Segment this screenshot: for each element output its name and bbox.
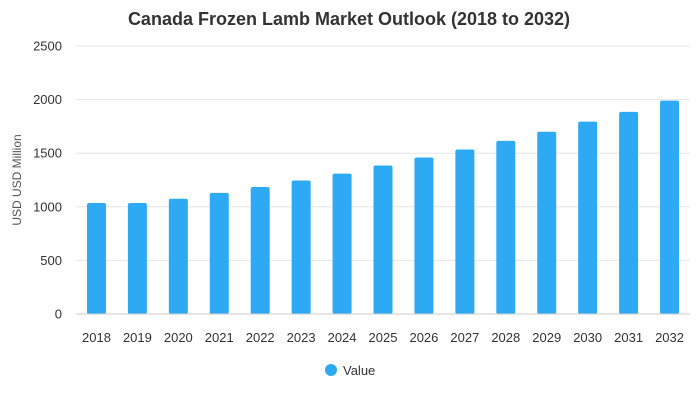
bar-2028[interactable] — [496, 140, 516, 314]
bar-2018[interactable] — [86, 203, 106, 314]
bar-2029[interactable] — [537, 131, 557, 314]
x-tick-label: 2028 — [491, 330, 520, 345]
chart-title: Canada Frozen Lamb Market Outlook (2018 … — [128, 9, 570, 29]
y-axis-ticks: 0 500 1000 1500 2000 2500 — [33, 39, 62, 322]
x-tick-label: 2020 — [164, 330, 193, 345]
bars — [86, 100, 680, 315]
bar-2032[interactable] — [660, 100, 680, 314]
y-tick-label: 2000 — [33, 92, 62, 107]
bar-2031[interactable] — [619, 111, 639, 314]
y-tick-label: 0 — [55, 307, 62, 322]
x-tick-label: 2019 — [123, 330, 152, 345]
x-tick-label: 2031 — [614, 330, 643, 345]
bar-2019[interactable] — [127, 203, 147, 314]
bar-2025[interactable] — [373, 165, 393, 314]
x-tick-label: 2025 — [369, 330, 398, 345]
bar-2024[interactable] — [332, 173, 352, 314]
bar-2020[interactable] — [168, 198, 188, 314]
y-tick-label: 500 — [40, 253, 62, 268]
legend[interactable]: Value — [325, 363, 375, 378]
y-tick-label: 1000 — [33, 199, 62, 214]
x-tick-label: 2023 — [287, 330, 316, 345]
x-tick-label: 2024 — [328, 330, 357, 345]
y-tick-label: 1500 — [33, 146, 62, 161]
x-tick-label: 2029 — [532, 330, 561, 345]
bar-2023[interactable] — [291, 180, 311, 314]
x-tick-label: 2026 — [409, 330, 438, 345]
bar-2022[interactable] — [250, 186, 270, 314]
legend-label-value: Value — [343, 363, 375, 378]
x-tick-label: 2022 — [246, 330, 275, 345]
bar-2030[interactable] — [578, 121, 598, 315]
x-tick-label: 2032 — [655, 330, 684, 345]
legend-marker-value — [325, 364, 337, 376]
x-tick-label: 2030 — [573, 330, 602, 345]
bar-2021[interactable] — [209, 192, 229, 314]
bar-2027[interactable] — [455, 149, 475, 314]
x-tick-label: 2027 — [450, 330, 479, 345]
x-axis-ticks: 2018 2019 2020 2021 2022 2023 2024 2025 2026 2027… — [82, 330, 684, 345]
y-tick-label: 2500 — [33, 39, 62, 54]
x-tick-label: 2021 — [205, 330, 234, 345]
bar-2026[interactable] — [414, 157, 434, 314]
y-axis-title: USD USD Million — [10, 134, 24, 225]
x-tick-label: 2018 — [82, 330, 111, 345]
